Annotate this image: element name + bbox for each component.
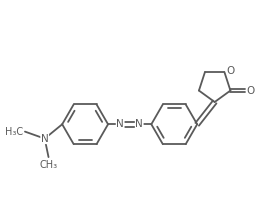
Text: O: O (227, 67, 235, 76)
Text: H₃C: H₃C (5, 127, 23, 137)
Text: N: N (41, 134, 48, 144)
Text: N: N (135, 119, 143, 129)
Text: O: O (247, 85, 255, 95)
Text: CH₃: CH₃ (39, 160, 58, 170)
Text: N: N (116, 119, 124, 129)
